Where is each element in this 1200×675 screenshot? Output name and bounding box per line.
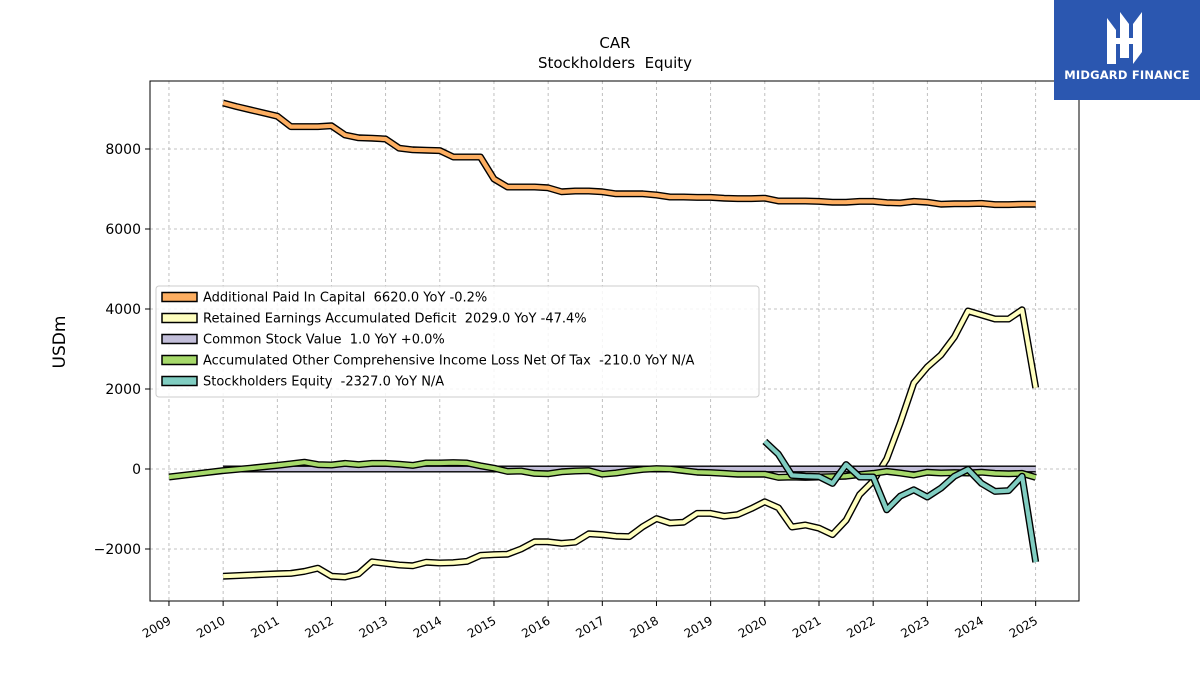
x-tick-label: 2019: [682, 613, 715, 640]
x-tick-label: 2010: [194, 613, 227, 640]
x-tick-label: 2009: [140, 613, 173, 640]
x-tick-label: 2023: [898, 613, 931, 640]
legend-item: Stockholders Equity -2327.0 YoY N/A: [161, 375, 444, 390]
legend-item: Accumulated Other Comprehensive Income L…: [161, 354, 694, 369]
y-tick-label: 0: [132, 462, 141, 478]
y-tick-label: 4000: [105, 302, 141, 318]
legend: Additional Paid In Capital 6620.0 YoY -0…: [155, 285, 760, 398]
legend-label: Accumulated Other Comprehensive Income L…: [203, 354, 694, 369]
legend-label: Additional Paid In Capital 6620.0 YoY -0…: [203, 291, 487, 306]
x-tick-label: 2014: [411, 613, 444, 640]
x-tick-label: 2015: [465, 613, 498, 640]
legend-swatch: [161, 312, 198, 324]
series-additional-paid-in-capital: [222, 99, 1036, 209]
legend-label: Stockholders Equity -2327.0 YoY N/A: [203, 375, 444, 390]
legend-swatch: [161, 375, 198, 387]
series-lines: [168, 99, 1040, 581]
x-tick-label: 2025: [1007, 613, 1040, 640]
x-tick-label: 2012: [303, 613, 336, 640]
x-tick-label: 2011: [248, 613, 281, 640]
y-tick-label: 2000: [105, 382, 141, 398]
y-axis-label: USDm: [50, 316, 70, 369]
y-tick-label: 6000: [105, 222, 141, 238]
x-tick-label: 2013: [357, 613, 390, 640]
chart-title: CAR: [599, 34, 630, 52]
y-tick-label: 8000: [105, 142, 141, 158]
logo-mark-icon: [1107, 12, 1142, 64]
legend-swatch: [161, 333, 198, 345]
x-tick-label: 2020: [736, 613, 769, 640]
x-tick-label: 2016: [519, 613, 552, 640]
legend-item: Retained Earnings Accumulated Deficit 20…: [161, 312, 587, 327]
legend-frame: [155, 285, 760, 398]
chart-subtitle: Stockholders Equity: [538, 54, 692, 72]
series-accumulated-other-comprehensive-income-loss-net-of-tax: [168, 458, 1037, 481]
x-tick-label: 2022: [844, 613, 877, 640]
legend-label: Retained Earnings Accumulated Deficit 20…: [203, 312, 587, 327]
series-stockholders-equity: [762, 438, 1040, 563]
legend-swatch: [161, 354, 198, 366]
plot-frame: [149, 80, 1080, 602]
x-tick-label: 2018: [628, 613, 661, 640]
legend-swatch: [161, 291, 198, 303]
legend-item: Additional Paid In Capital 6620.0 YoY -0…: [161, 291, 487, 306]
legend-item: Common Stock Value 1.0 YoY +0.0%: [161, 333, 445, 348]
logo-name: MIDGARD FINANCE: [1064, 68, 1190, 82]
y-tick-label: −2000: [94, 542, 141, 558]
x-tick-label: 2021: [790, 613, 823, 640]
midgard-finance-logo: MIDGARD FINANCE: [1054, 0, 1200, 100]
x-tick-label: 2024: [953, 613, 986, 640]
legend-label: Common Stock Value 1.0 YoY +0.0%: [203, 333, 445, 348]
series-retained-earnings-accumulated-deficit: [222, 306, 1040, 581]
x-tick-label: 2017: [573, 613, 606, 640]
